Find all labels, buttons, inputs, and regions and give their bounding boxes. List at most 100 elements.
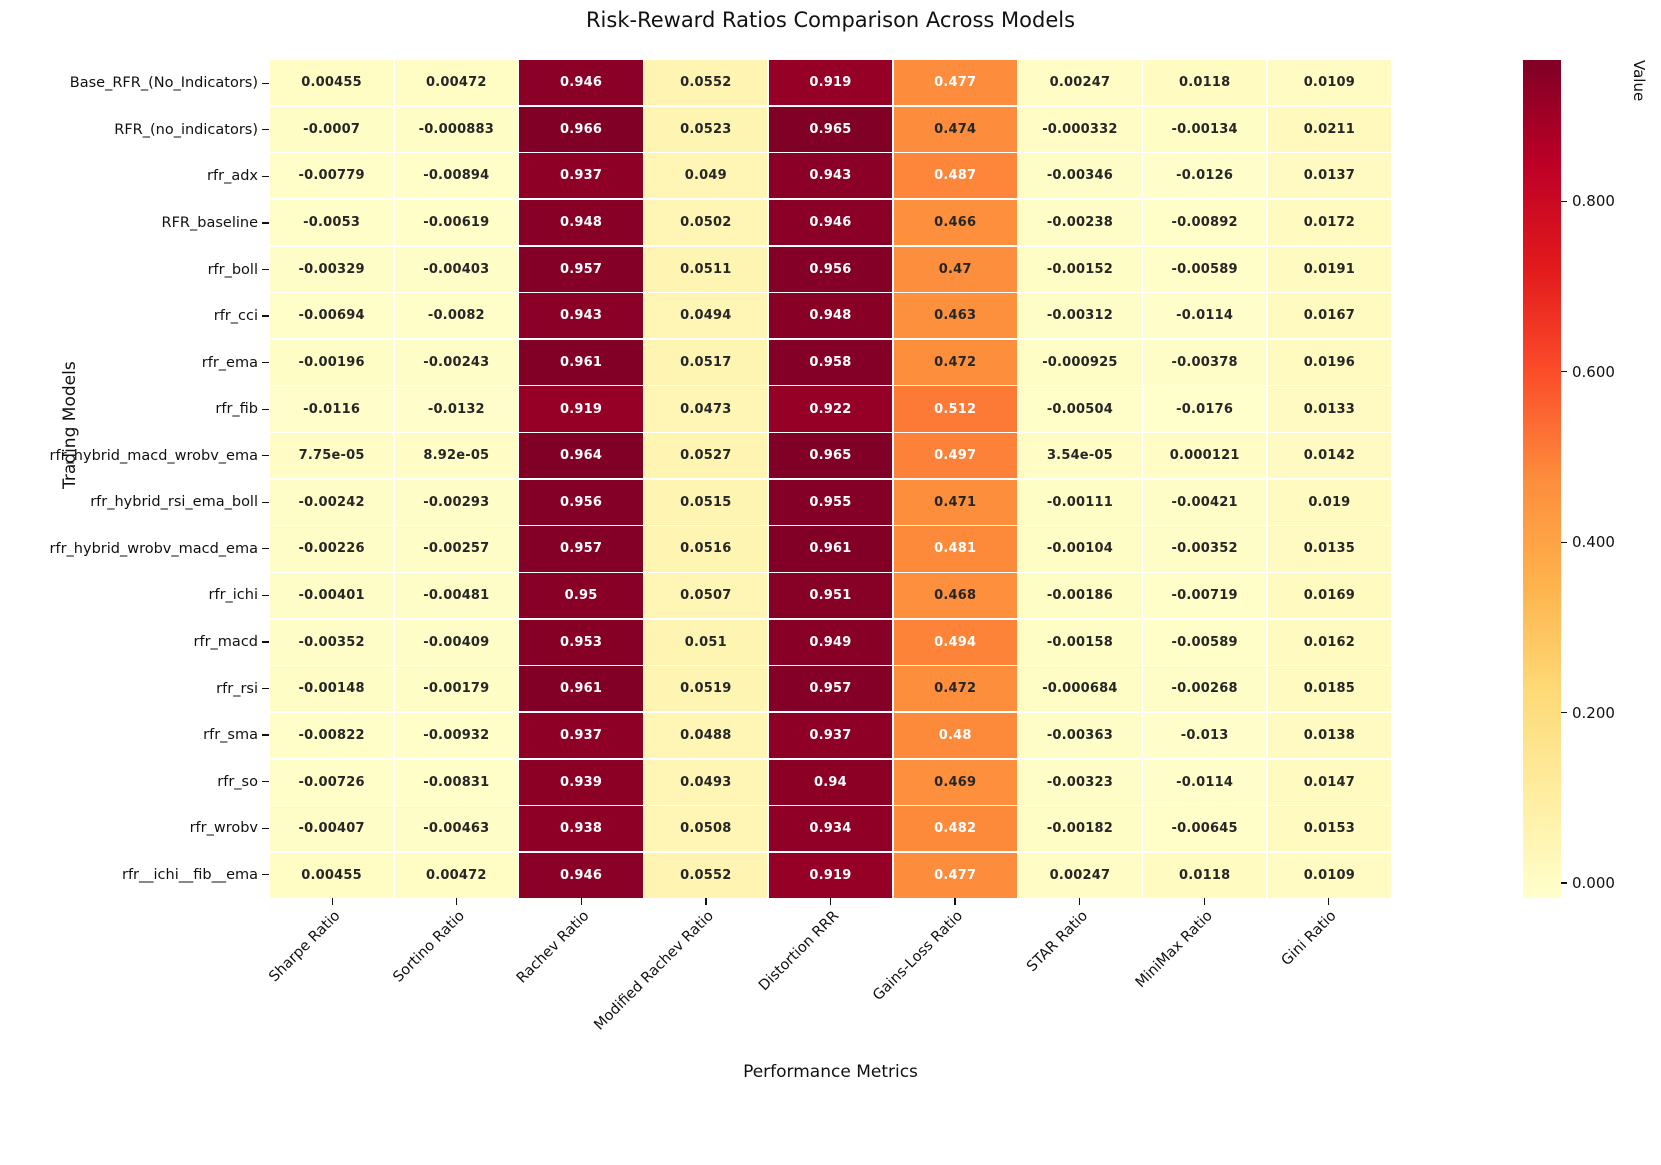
heatmap-cell: 0.477 [893,60,1017,106]
heatmap-cell: 0.466 [893,199,1017,246]
heatmap-cell: 0.0135 [1267,526,1391,572]
heatmap-grid: 0.00455 0.00472 0.946 0.0552 0.919 0.477 0.002… [270,60,1391,898]
heatmap-cell: -0.00158 [1018,619,1142,665]
heatmap-cell: 0.0169 [1267,573,1391,619]
x-tick-mark [580,898,583,905]
heatmap-cell: -0.0007 [270,106,394,152]
heatmap-cell: 0.943 [768,153,893,199]
x-tick-mark [331,898,333,905]
heatmap-cell: 0.0494 [644,293,768,339]
colorbar-tick-label: 0.800 [1572,192,1615,211]
y-tick-label: rfr_wrobv [189,820,258,837]
y-tick-label: rfr_boll [207,261,258,278]
heatmap-cell: 0.946 [519,60,643,106]
heatmap-cell: 0.919 [768,60,893,106]
heatmap-cell: -0.00226 [270,526,394,572]
heatmap-cell: 0.0162 [1267,619,1391,665]
heatmap-cell: -0.000883 [394,106,518,152]
heatmap-cell: 8.92e-05 [394,433,518,479]
heatmap-cell: -0.00894 [394,153,518,199]
heatmap-cell: 3.54e-05 [1018,433,1142,479]
heatmap-cell: -0.00409 [394,619,518,665]
x-tick-mark [954,898,956,905]
heatmap-cell: 0.956 [768,246,893,292]
heatmap-cell: 0.481 [893,526,1017,572]
heatmap-cell: 0.0488 [644,712,768,759]
y-axis-title: Trading Models [59,361,80,489]
colorbar-tick-mark [1561,541,1567,543]
heatmap-cell: 0.019 [1267,479,1391,525]
heatmap-cell: 0.0515 [644,479,768,525]
heatmap-cell: -0.00719 [1143,573,1267,619]
heatmap-cell: 0.0523 [644,106,768,152]
heatmap-cell: -0.0053 [270,199,394,246]
x-tick-label: Sortino Ratio [390,908,469,986]
heatmap-cell: -0.00645 [1143,806,1267,852]
heatmap-cell: -0.00257 [394,526,518,572]
heatmap-cell: 0.0133 [1267,386,1391,432]
heatmap-cell: -0.00694 [270,293,394,339]
heatmap-cell: -0.0132 [394,386,518,432]
heatmap-cell: -0.00378 [1143,339,1267,385]
x-tick-mark [1328,898,1330,905]
heatmap-cell: 0.95 [519,573,643,619]
y-tick-label: RFR_(no_indicators) [114,121,258,138]
x-tick-mark [456,898,458,905]
y-tick-mark [262,222,269,224]
heatmap-cell: -0.00242 [270,479,394,525]
heatmap-cell: 0.512 [893,386,1017,432]
heatmap-cell: 0.957 [519,246,643,292]
heatmap-cell: 0.919 [519,386,643,432]
y-tick-label: rfr_so [217,773,258,790]
heatmap-cell: -0.0126 [1143,153,1267,199]
heatmap-cell: 0.00472 [394,852,518,898]
y-tick-label: RFR_baseline [161,214,258,231]
heatmap-cell: 0.0527 [644,433,768,479]
heatmap-cell: -0.00312 [1018,293,1142,339]
heatmap-cell: -0.00111 [1018,479,1142,525]
heatmap-cell: 0.957 [519,526,643,572]
y-tick-mark [262,641,269,643]
y-tick-mark [262,734,269,736]
heatmap-cell: 0.00472 [394,60,518,106]
heatmap-cell: 0.0502 [644,199,768,246]
colorbar-tick-mark [1561,200,1567,203]
heatmap-cell: 0.0507 [644,573,768,619]
heatmap-cell: -0.00179 [394,666,518,712]
heatmap-cell: -0.00481 [394,573,518,619]
heatmap-cell: 0.946 [768,199,893,246]
heatmap-cell: -0.00352 [1143,526,1267,572]
heatmap-cell: -0.00329 [270,246,394,292]
y-tick-label: rfr__ichi__fib__ema [121,866,258,883]
heatmap-cell: 0.463 [893,293,1017,339]
heatmap-cell: -0.00779 [270,153,394,199]
heatmap-cell: -0.00932 [394,712,518,759]
heatmap-cell: -0.00363 [1018,712,1142,759]
y-tick-label: rfr_fib [215,401,258,418]
heatmap-cell: 0.946 [519,852,643,898]
heatmap-cell: 0.482 [893,806,1017,852]
heatmap-cell: -0.0082 [394,293,518,339]
heatmap-cell: 0.472 [893,339,1017,385]
heatmap-cell: 0.487 [893,153,1017,199]
heatmap-cell: -0.00822 [270,712,394,759]
x-tick-label: Distortion RRR [755,908,842,995]
y-tick-mark [262,455,269,457]
y-tick-mark [262,315,269,317]
heatmap-cell: -0.00152 [1018,246,1142,292]
heatmap-cell: 0.471 [893,479,1017,525]
heatmap-cell: -0.00892 [1143,199,1267,246]
heatmap-cell: 0.0552 [644,60,768,106]
heatmap-cell: 0.468 [893,573,1017,619]
y-tick-mark [262,129,269,131]
heatmap-cell: -0.00619 [394,199,518,246]
heatmap-cell: -0.00589 [1143,619,1267,665]
y-tick-mark [262,548,269,550]
y-tick-mark [262,268,269,271]
x-tick-mark [1203,898,1205,905]
heatmap-cell: -0.000684 [1018,666,1142,712]
heatmap-cell: 0.497 [893,433,1017,479]
y-tick-mark [262,408,269,410]
heatmap-cell: 0.472 [893,666,1017,712]
heatmap-cell: 0.961 [519,339,643,385]
